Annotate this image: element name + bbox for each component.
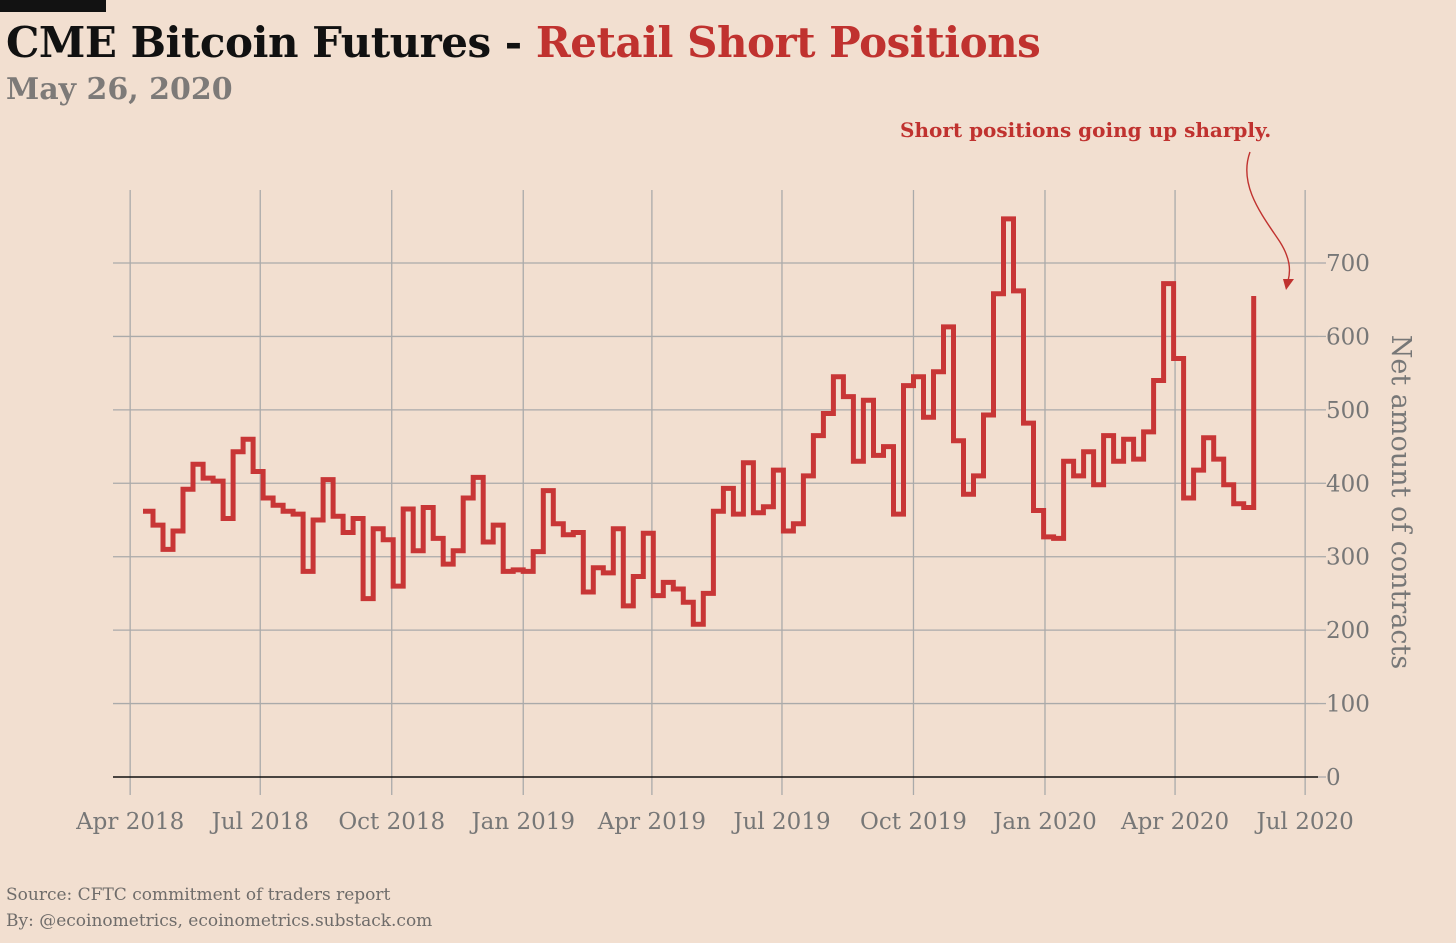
y-tick-label: 300 <box>1326 545 1370 571</box>
chart-title: CME Bitcoin Futures - Retail Short Posit… <box>6 18 1041 67</box>
title-main: CME Bitcoin Futures - <box>6 18 536 67</box>
byline: By: @ecoinometrics, ecoinometrics.substa… <box>6 911 433 931</box>
x-tick-label: Jul 2019 <box>731 809 830 835</box>
x-tick-label: Apr 2020 <box>1120 809 1229 835</box>
x-tick-label: Jul 2020 <box>1255 809 1354 835</box>
title-accent: Retail Short Positions <box>535 18 1041 67</box>
y-tick-label: 500 <box>1326 398 1370 424</box>
x-tick-label: Oct 2019 <box>860 809 967 835</box>
y-tick-label: 700 <box>1326 251 1370 277</box>
source-note: Source: CFTC commitment of traders repor… <box>6 885 391 905</box>
x-tick-label: Jan 2019 <box>469 809 575 835</box>
y-axis-label: Net amount of contracts <box>1385 335 1416 669</box>
x-tick-label: Jul 2018 <box>210 809 309 835</box>
x-tick-label: Jan 2020 <box>991 809 1097 835</box>
y-tick-label: 0 <box>1326 765 1341 791</box>
x-tick-label: Oct 2018 <box>338 809 445 835</box>
chart-subtitle: May 26, 2020 <box>6 72 233 107</box>
grid-layer <box>113 190 1326 795</box>
series-line <box>143 216 1257 627</box>
top-accent-bar <box>0 0 106 12</box>
y-tick-label: 100 <box>1326 692 1370 718</box>
annotation-arrow-head <box>1283 279 1294 290</box>
annotation-text: Short positions going up sharply. <box>900 118 1272 142</box>
x-axis: Apr 2018 Jul 2018 Oct 2018 Jan 2019 Apr 2019… <box>75 809 1354 835</box>
x-tick-label: Apr 2018 <box>75 809 184 835</box>
y-tick-label: 400 <box>1326 471 1370 497</box>
x-tick-label: Apr 2019 <box>597 809 706 835</box>
y-axis: 0 100 200 300 400 500 600 700 <box>1326 251 1370 791</box>
annotation-arrow <box>1246 151 1291 282</box>
y-tick-label: 600 <box>1326 324 1370 350</box>
y-tick-label: 200 <box>1326 618 1370 644</box>
